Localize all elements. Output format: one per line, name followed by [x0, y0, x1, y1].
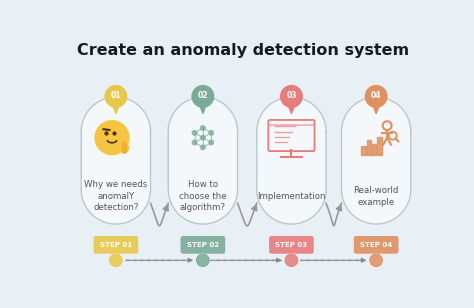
Circle shape: [365, 86, 387, 107]
Circle shape: [281, 86, 302, 107]
Bar: [377, 137, 382, 155]
Circle shape: [119, 143, 128, 152]
Circle shape: [109, 254, 122, 266]
Circle shape: [201, 126, 205, 130]
Circle shape: [197, 254, 209, 266]
Circle shape: [192, 86, 214, 107]
FancyBboxPatch shape: [181, 236, 225, 254]
Text: Create an anomaly detection system: Create an anomaly detection system: [77, 43, 409, 58]
Text: How to
choose the
algorithm?: How to choose the algorithm?: [179, 180, 227, 213]
Text: STEP 04: STEP 04: [360, 242, 392, 248]
Circle shape: [209, 131, 214, 135]
Circle shape: [109, 254, 122, 266]
FancyBboxPatch shape: [269, 236, 314, 254]
Text: Real-world
example: Real-world example: [354, 186, 399, 207]
Circle shape: [192, 131, 197, 135]
FancyBboxPatch shape: [354, 236, 399, 254]
FancyBboxPatch shape: [93, 236, 138, 254]
Text: 02: 02: [198, 91, 208, 100]
Text: STEP 03: STEP 03: [275, 242, 308, 248]
Bar: [361, 146, 365, 155]
Bar: [372, 144, 376, 155]
Circle shape: [197, 254, 209, 266]
Circle shape: [201, 135, 205, 140]
Polygon shape: [196, 96, 210, 114]
Text: STEP 01: STEP 01: [100, 242, 132, 248]
Circle shape: [285, 254, 298, 266]
Text: STEP 02: STEP 02: [187, 242, 219, 248]
Polygon shape: [81, 97, 151, 224]
Circle shape: [105, 86, 127, 107]
Circle shape: [285, 254, 298, 266]
Polygon shape: [285, 96, 298, 114]
Polygon shape: [341, 97, 411, 224]
Polygon shape: [168, 97, 237, 224]
Polygon shape: [109, 96, 122, 114]
Text: Implementation: Implementation: [257, 192, 326, 201]
Text: 01: 01: [110, 91, 121, 100]
Circle shape: [201, 145, 205, 150]
Text: 04: 04: [371, 91, 382, 100]
Circle shape: [192, 140, 197, 145]
Circle shape: [95, 121, 129, 155]
Circle shape: [370, 254, 383, 266]
Polygon shape: [370, 96, 383, 114]
Text: Why we needs
anomalY
detection?: Why we needs anomalY detection?: [84, 180, 147, 213]
Polygon shape: [257, 97, 326, 224]
Bar: [366, 140, 371, 155]
Circle shape: [209, 140, 214, 145]
Circle shape: [370, 254, 383, 266]
Text: 03: 03: [286, 91, 297, 100]
